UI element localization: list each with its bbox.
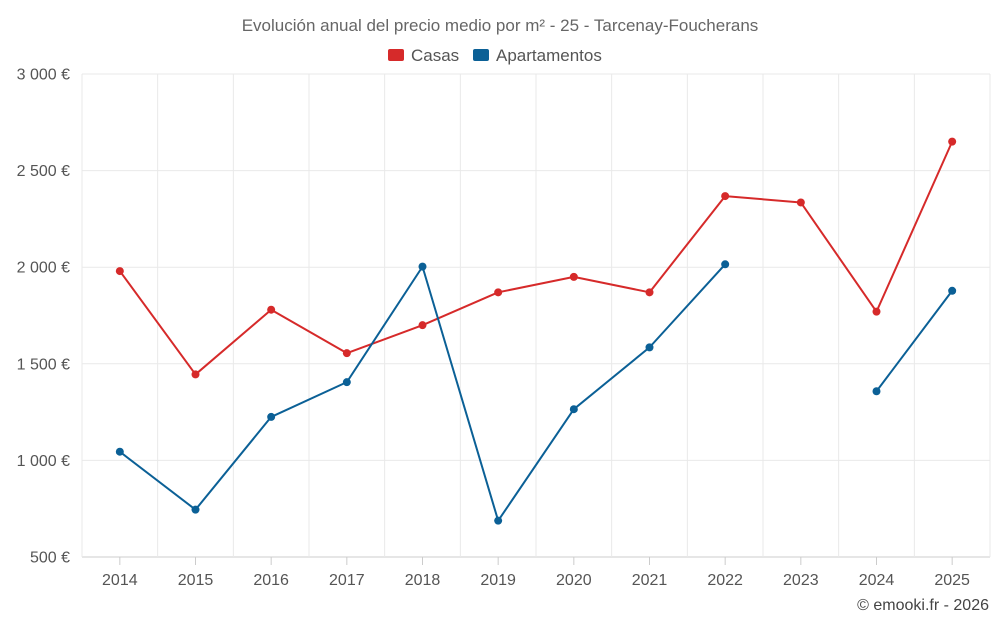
data-point-apartamentos[interactable] (569, 405, 578, 414)
data-point-casas[interactable] (645, 288, 654, 297)
x-tick-label: 2022 (707, 572, 743, 589)
legend-label-casas: Casas (411, 46, 459, 65)
chart-title: Evolución anual del precio medio por m² … (242, 16, 759, 35)
legend-label-apartamentos: Apartamentos (496, 46, 602, 65)
x-tick-label: 2016 (253, 572, 289, 589)
data-point-apartamentos[interactable] (342, 378, 351, 387)
legend-item-casas[interactable]: Casas (388, 46, 459, 65)
grid (81, 73, 991, 558)
series-line-casas (119, 141, 954, 376)
credit-text: © emooki.fr - 2026 (857, 597, 989, 614)
data-point-apartamentos[interactable] (645, 343, 654, 352)
data-point-casas[interactable] (872, 307, 881, 316)
x-tick-label: 2018 (405, 572, 441, 589)
legend-swatch-apartamentos (473, 49, 489, 61)
data-point-apartamentos[interactable] (191, 505, 200, 514)
legend: Casas Apartamentos (388, 46, 602, 65)
data-point-casas[interactable] (569, 272, 578, 281)
data-point-casas[interactable] (191, 370, 200, 379)
x-tick-label: 2014 (102, 572, 138, 589)
data-point-casas[interactable] (796, 198, 805, 207)
data-point-casas[interactable] (342, 349, 351, 358)
x-tick-label: 2017 (329, 572, 365, 589)
data-point-casas[interactable] (948, 137, 957, 146)
x-tick-label: 2020 (556, 572, 592, 589)
y-tick-label: 3 000 € (17, 67, 70, 84)
x-tick-label: 2023 (783, 572, 819, 589)
x-tick-label: 2015 (178, 572, 214, 589)
data-point-casas[interactable] (418, 321, 427, 330)
y-tick-label: 2 000 € (17, 260, 70, 277)
data-point-casas[interactable] (721, 192, 730, 201)
data-point-apartamentos[interactable] (948, 286, 957, 295)
y-tick-label: 1 500 € (17, 356, 70, 373)
y-axis-ticks: 500 € 1 000 € 1 500 € 2 000 € 2 500 € 3 000 € (17, 67, 70, 567)
y-tick-label: 1 000 € (17, 453, 70, 470)
y-tick-label: 2 500 € (17, 163, 70, 180)
data-point-apartamentos[interactable] (115, 447, 124, 456)
data-point-apartamentos[interactable] (494, 516, 503, 525)
series-layer (115, 137, 957, 525)
x-axis-ticks: 2014 2015 2016 2017 2018 2019 2020 2021 2022 2023… (102, 557, 970, 589)
data-point-casas[interactable] (267, 305, 276, 314)
legend-item-apartamentos[interactable]: Apartamentos (473, 46, 602, 65)
data-point-apartamentos[interactable] (721, 260, 730, 269)
data-point-apartamentos[interactable] (267, 412, 276, 421)
series-apartamentos (115, 260, 957, 525)
x-tick-label: 2019 (480, 572, 516, 589)
x-tick-label: 2021 (632, 572, 668, 589)
x-tick-label: 2024 (859, 572, 895, 589)
data-point-casas[interactable] (115, 267, 124, 276)
legend-swatch-casas (388, 49, 404, 61)
data-point-casas[interactable] (494, 288, 503, 297)
data-point-apartamentos[interactable] (872, 387, 881, 396)
y-tick-label: 500 € (30, 550, 70, 567)
data-point-apartamentos[interactable] (418, 262, 427, 271)
series-casas (115, 137, 957, 379)
x-tick-label: 2025 (934, 572, 970, 589)
